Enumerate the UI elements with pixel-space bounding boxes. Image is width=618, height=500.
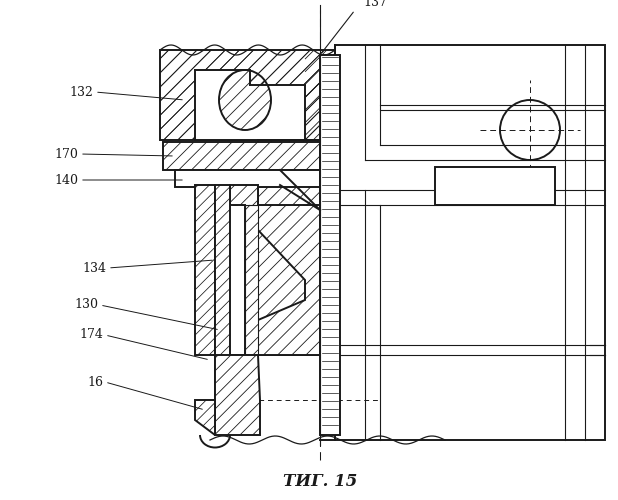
Text: 132: 132 — [69, 86, 93, 98]
Text: 134: 134 — [82, 262, 106, 274]
Bar — [435, 167, 555, 205]
Text: 170: 170 — [54, 148, 78, 160]
Polygon shape — [320, 55, 340, 435]
Polygon shape — [258, 140, 320, 355]
Polygon shape — [230, 185, 258, 400]
Text: 140: 140 — [54, 174, 78, 186]
Polygon shape — [195, 70, 305, 140]
Text: 137: 137 — [363, 0, 387, 9]
Text: 174: 174 — [79, 328, 103, 342]
Polygon shape — [195, 185, 215, 355]
Text: 16: 16 — [87, 376, 103, 388]
Polygon shape — [280, 140, 320, 185]
Polygon shape — [215, 355, 260, 435]
Polygon shape — [195, 400, 215, 435]
Bar — [335, 45, 605, 440]
Polygon shape — [163, 142, 320, 170]
Polygon shape — [258, 205, 320, 355]
Polygon shape — [245, 205, 258, 355]
Polygon shape — [215, 185, 230, 400]
Polygon shape — [160, 50, 335, 140]
Text: 130: 130 — [74, 298, 98, 312]
Polygon shape — [175, 170, 320, 187]
Text: ΤИГ. 15: ΤИГ. 15 — [283, 474, 357, 490]
